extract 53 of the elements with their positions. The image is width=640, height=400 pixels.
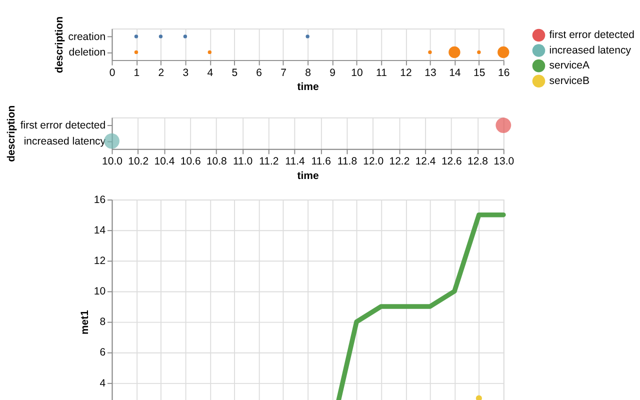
x-tick-label: 10.2 bbox=[128, 156, 149, 168]
x-tick-label: 12.0 bbox=[363, 156, 384, 168]
x-tick-label: 7 bbox=[280, 66, 287, 79]
y-tick-label: 16 bbox=[94, 194, 106, 206]
x-tick-label: 2 bbox=[158, 66, 164, 79]
x-tick-label: 10 bbox=[351, 66, 364, 79]
x-tick-label: 16 bbox=[498, 66, 510, 79]
x-tick-label: 11 bbox=[376, 66, 388, 79]
y-tick-label: first error detected bbox=[20, 120, 106, 132]
x-tick-label: 5 bbox=[232, 66, 238, 79]
y-tick-label: deletion bbox=[68, 46, 106, 59]
x-tick-label: 13 bbox=[424, 66, 436, 79]
y-tick-label: 14 bbox=[94, 224, 106, 236]
x-tick-label: 12.4 bbox=[415, 156, 436, 168]
y-tick-label: 8 bbox=[100, 316, 106, 328]
x-tick-label: 11.4 bbox=[285, 156, 305, 168]
x-tick-label: 11.0 bbox=[232, 156, 253, 168]
x-tick-label: 14 bbox=[449, 66, 461, 79]
x-tick-label: 1 bbox=[134, 66, 140, 79]
x-tick-label: 12 bbox=[400, 66, 412, 79]
y-tick-label: 4 bbox=[100, 377, 106, 390]
y-tick-label: increased latency bbox=[24, 135, 106, 148]
x-tick-label: 12.2 bbox=[389, 156, 410, 168]
x-tick-label: 10.8 bbox=[206, 156, 228, 168]
x-tick-label: 0 bbox=[109, 66, 116, 79]
y-axis-title: description bbox=[6, 105, 18, 162]
legend-label: serviceB bbox=[549, 74, 590, 87]
x-tick-label: 6 bbox=[256, 66, 262, 79]
x-axis-title: time bbox=[297, 81, 320, 94]
legend-label: first error detected bbox=[549, 29, 635, 42]
x-tick-label: 12.6 bbox=[441, 156, 462, 168]
x-tick-label: 11.6 bbox=[311, 156, 332, 168]
y-axis-title: description bbox=[53, 16, 66, 74]
x-tick-label: 9 bbox=[330, 66, 336, 79]
x-tick-label: 4 bbox=[207, 66, 214, 79]
x-tick-label: 12.8 bbox=[468, 156, 488, 168]
x-tick-label: 11.8 bbox=[337, 156, 358, 168]
y-tick-label: 12 bbox=[94, 255, 106, 268]
x-tick-label: 8 bbox=[305, 66, 312, 79]
legend-label: increased latency bbox=[549, 44, 632, 56]
x-tick-label: 10.6 bbox=[180, 156, 201, 168]
y-tick-label: creation bbox=[68, 30, 106, 43]
x-tick-label: 3 bbox=[182, 66, 189, 79]
legend-label: serviceA bbox=[549, 60, 590, 72]
x-tick-label: 10.4 bbox=[154, 156, 175, 168]
x-tick-label: 13.0 bbox=[494, 156, 514, 168]
x-tick-label: 10.0 bbox=[102, 156, 123, 168]
x-tick-label: 11.2 bbox=[259, 156, 279, 168]
y-tick-label: 10 bbox=[94, 286, 106, 298]
y-tick-label: 6 bbox=[100, 346, 106, 359]
y-axis-title: met1 bbox=[79, 310, 92, 335]
x-axis-title: time bbox=[297, 170, 320, 182]
x-tick-label: 15 bbox=[474, 66, 486, 79]
